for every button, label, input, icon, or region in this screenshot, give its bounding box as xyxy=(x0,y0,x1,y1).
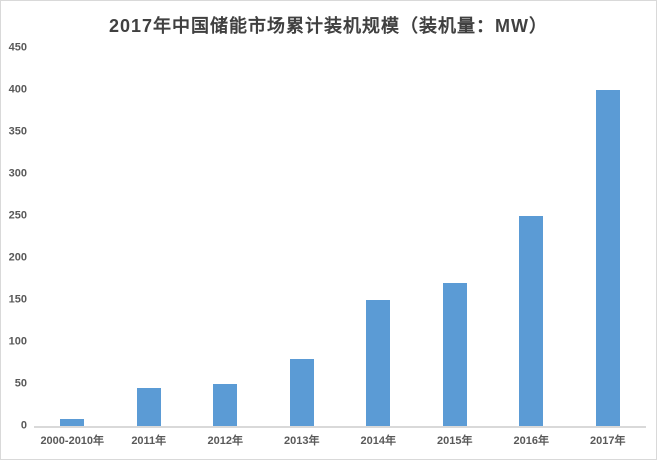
chart-title: 2017年中国储能市场累计装机规模（装机量：MW） xyxy=(108,16,549,36)
bar-slot xyxy=(340,48,417,426)
y-tick-label: 50 xyxy=(14,377,27,390)
bar-2011年 xyxy=(136,388,161,426)
y-tick-label: 0 xyxy=(20,419,27,432)
y-tick-label: 100 xyxy=(8,335,27,348)
x-tick-label: 2015年 xyxy=(437,435,473,447)
x-tick-label: 2013年 xyxy=(284,435,320,447)
bar-slot xyxy=(264,48,341,426)
x-tick-label: 2012年 xyxy=(207,435,243,447)
y-tick-label: 350 xyxy=(8,125,27,138)
x-tick-label: 2014年 xyxy=(360,435,396,447)
bar-2000-2010年 xyxy=(60,419,85,426)
bar-2017年 xyxy=(595,90,620,426)
bar-2014年 xyxy=(366,300,391,426)
y-tick-label: 150 xyxy=(8,293,27,306)
bar-slot xyxy=(493,48,570,426)
y-tick-label: 450 xyxy=(8,41,27,54)
bar-2015年 xyxy=(442,283,467,426)
bar-2016年 xyxy=(519,216,544,426)
bar-slot xyxy=(570,48,647,426)
y-tick-label: 300 xyxy=(8,167,27,180)
y-tick-label: 200 xyxy=(8,251,27,264)
x-tick-label: 2017年 xyxy=(590,435,626,447)
x-tick-label: 2011年 xyxy=(131,435,167,447)
bar-slot xyxy=(187,48,264,426)
y-axis: 0 50 100 150 200 250 300 350 400 450 xyxy=(1,42,29,431)
bar-slot xyxy=(34,48,111,426)
plot-area xyxy=(34,48,646,428)
x-tick-label: 2000-2010年 xyxy=(40,435,105,447)
x-axis: 2000-2010年 2011年 2012年 2013年 2014年 2015年 2016年… xyxy=(34,432,646,448)
x-tick-label: 2016年 xyxy=(513,435,549,447)
bar-slot xyxy=(111,48,188,426)
bar-slot xyxy=(417,48,494,426)
bar-2013年 xyxy=(289,358,314,426)
bar-2012年 xyxy=(213,384,238,426)
y-tick-label: 250 xyxy=(8,209,27,222)
y-tick-label: 400 xyxy=(8,83,27,96)
